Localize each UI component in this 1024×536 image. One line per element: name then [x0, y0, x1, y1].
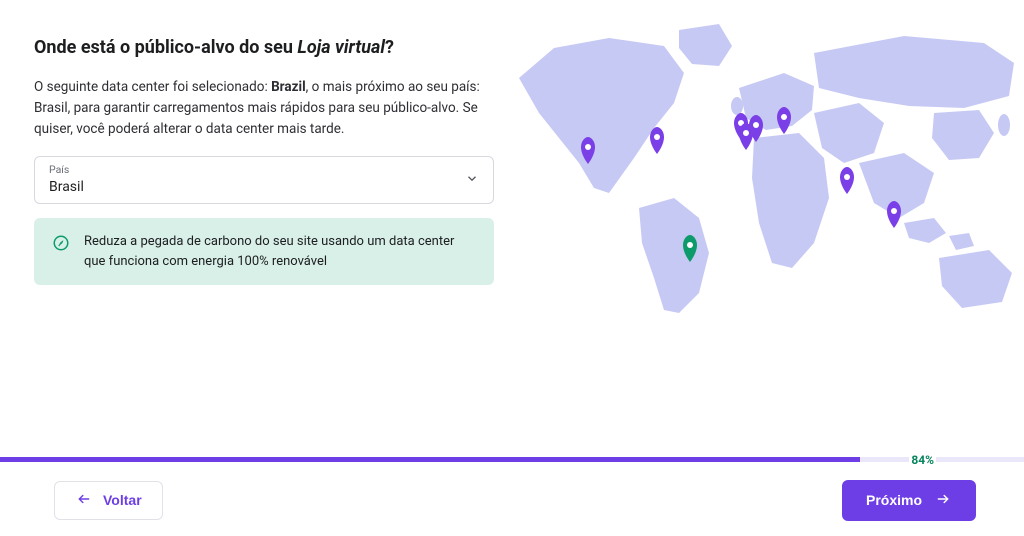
eco-text: Reduza a pegada de carbono do seu site u… [84, 232, 476, 271]
map-pin-6 [777, 107, 791, 134]
country-select-label: País [49, 163, 479, 176]
heading-suffix: ? [385, 37, 394, 58]
back-button-label: Voltar [103, 492, 142, 508]
page-title: Onde está o público-alvo do seu Loja vir… [34, 36, 494, 59]
country-select-value: Brasil [49, 179, 84, 195]
world-map [514, 18, 1024, 318]
desc-t1: O seguinte data center foi selecionado: [34, 79, 271, 95]
country-select[interactable]: País Brasil [34, 156, 494, 204]
heading-italic: Loja virtual [297, 37, 385, 58]
heading-prefix: Onde está o público-alvo do seu [34, 37, 297, 58]
description-text: O seguinte data center foi selecionado: … [34, 77, 494, 140]
next-button-label: Próximo [866, 492, 922, 508]
map-pin-7 [840, 167, 854, 194]
eco-banner: Reduza a pegada de carbono do seu site u… [34, 218, 494, 285]
progress-bar-container: 84% [0, 456, 1024, 464]
progress-fill [0, 457, 860, 462]
leaf-icon [52, 234, 70, 256]
next-button[interactable]: Próximo [842, 480, 976, 521]
desc-bold: Brazil [271, 79, 306, 95]
footer-nav: Voltar Próximo [0, 464, 1024, 536]
back-button[interactable]: Voltar [54, 481, 163, 520]
map-pin-8 [887, 201, 901, 228]
chevron-down-icon [465, 171, 479, 190]
map-pin-1 [650, 127, 664, 154]
arrow-left-icon [75, 492, 93, 509]
arrow-right-icon [934, 492, 952, 509]
